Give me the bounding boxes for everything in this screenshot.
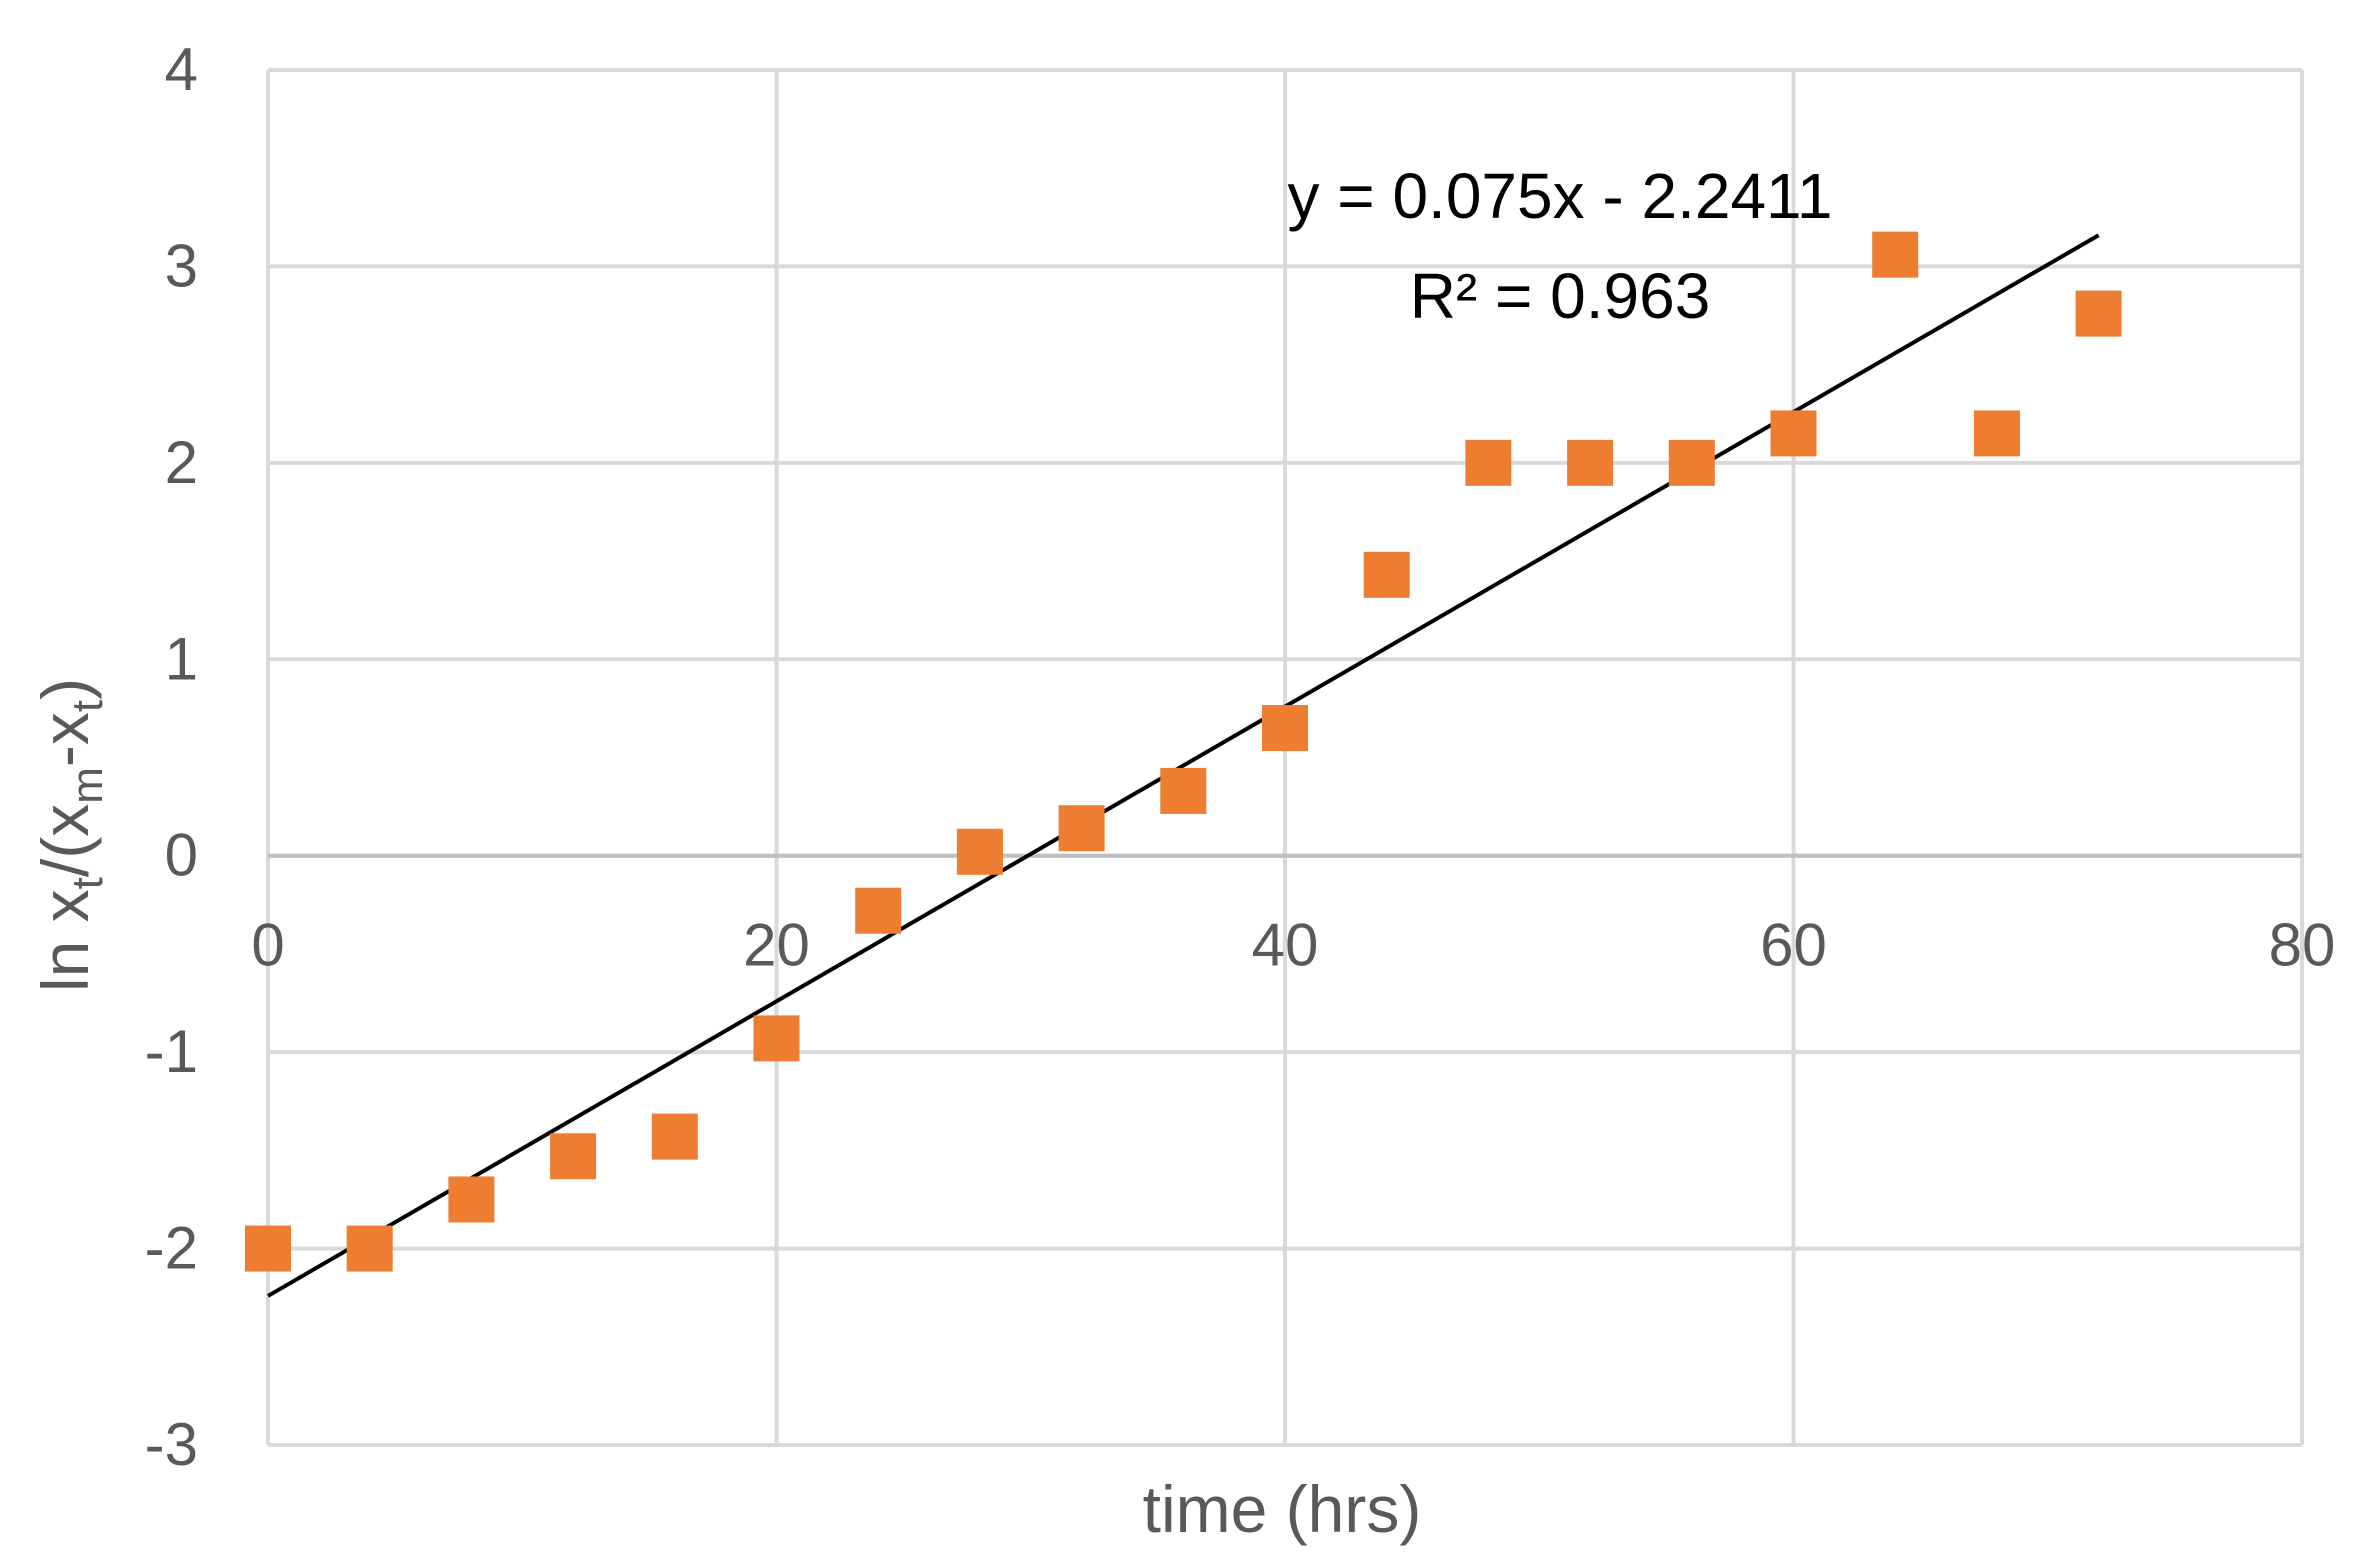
y-axis-title-mid1: /(x xyxy=(28,804,102,877)
trendline-equation: y = 0.075x - 2.2411 xyxy=(1288,160,1833,232)
y-axis-title: ln xt/(xm-xt) xyxy=(28,678,112,992)
data-point-0-13 xyxy=(1567,439,1614,486)
x-tick-label-0: 0 xyxy=(251,912,284,979)
y-tick-label-5: 2 xyxy=(165,429,198,496)
y-axis-title-sub3: t xyxy=(63,700,112,712)
y-tick-label-6: 3 xyxy=(165,232,198,299)
trendline-r-squared: R² = 0.963 xyxy=(1410,260,1711,332)
data-point-0-6 xyxy=(855,887,902,934)
x-tick-label-4: 80 xyxy=(2269,912,2336,979)
data-point-0-14 xyxy=(1668,439,1715,486)
data-point-0-0 xyxy=(245,1225,291,1272)
data-point-0-1 xyxy=(346,1225,393,1272)
data-point-0-3 xyxy=(550,1133,597,1180)
x-tick-label-3: 60 xyxy=(1760,912,1827,979)
grid-lines xyxy=(266,68,2304,1447)
data-point-0-9 xyxy=(1160,767,1207,814)
y-tick-label-1: -2 xyxy=(145,1215,198,1282)
y-axis-title-end: ) xyxy=(28,678,102,700)
data-point-0-8 xyxy=(1058,805,1105,852)
trendline-group xyxy=(266,233,2100,1298)
y-tick-label-4: 1 xyxy=(165,625,198,692)
y-tick-label-0: -3 xyxy=(145,1411,198,1478)
y-tick-label-2: -1 xyxy=(145,1018,198,1085)
data-point-0-15 xyxy=(1770,410,1817,457)
data-point-0-12 xyxy=(1465,439,1512,486)
x-tick-label-1: 20 xyxy=(743,912,810,979)
data-point-0-18 xyxy=(2075,290,2122,337)
y-tick-label-3: 0 xyxy=(165,822,198,889)
trendline xyxy=(266,233,2100,1298)
data-points xyxy=(245,231,2122,1272)
y-axis-title-main: ln x xyxy=(28,889,102,992)
x-axis-title: time (hrs) xyxy=(1143,1472,1422,1546)
y-axis-title-sub1: t xyxy=(63,877,112,889)
y-axis-title-mid2: -x xyxy=(28,712,102,767)
data-point-0-7 xyxy=(956,828,1003,875)
data-point-0-11 xyxy=(1363,551,1410,598)
data-point-0-17 xyxy=(1973,410,2020,457)
data-point-0-5 xyxy=(753,1015,800,1062)
y-axis-title-sub2: m xyxy=(63,767,112,804)
data-point-0-2 xyxy=(448,1176,495,1223)
data-point-0-16 xyxy=(1872,231,1919,278)
data-point-0-10 xyxy=(1262,705,1308,752)
y-tick-label-7: 4 xyxy=(165,36,198,103)
x-tick-label-2: 40 xyxy=(1252,912,1319,979)
data-point-0-4 xyxy=(651,1113,698,1160)
